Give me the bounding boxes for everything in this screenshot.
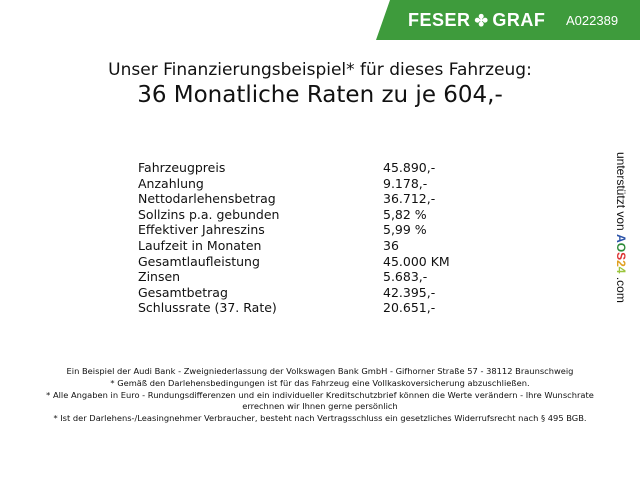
aos24-logo: AOS24 xyxy=(614,234,628,273)
row-value: 45.000 KM xyxy=(383,253,450,269)
row-label: Nettodarlehensbetrag xyxy=(138,191,276,207)
logo-s: S xyxy=(614,252,628,261)
row-label: Fahrzeugpreis xyxy=(138,160,226,175)
row-value: 9.178,- xyxy=(383,175,428,191)
row-value: 20.651,- xyxy=(383,300,436,316)
brand-name: FESER xyxy=(408,10,471,30)
logo-2: 2 xyxy=(614,260,628,267)
row-label: Gesamtlaufleistung xyxy=(138,253,260,269)
table-row: Sollzins p.a. gebunden 5,82 % xyxy=(138,207,450,223)
row-label: Laufzeit in Monaten xyxy=(138,237,262,253)
table-row: Effektiver Jahreszins 5,99 % xyxy=(138,222,450,238)
row-value: 36.712,- xyxy=(383,191,436,207)
clover-icon: ✤ xyxy=(474,13,489,30)
table-row: Anzahlung 9.178,- xyxy=(138,176,450,192)
logo-com: .com xyxy=(614,276,628,303)
row-value: 36 xyxy=(383,237,399,253)
supported-by-text: unterstützt von xyxy=(614,152,628,231)
row-value: 5.683,- xyxy=(383,269,428,285)
row-label: Effektiver Jahreszins xyxy=(138,222,265,238)
finance-table: Fahrzeugpreis 45.890,- Anzahlung 9.178,- Net… xyxy=(138,160,450,316)
table-row: Gesamtbetrag 42.395,- xyxy=(138,285,450,301)
table-row: Zinsen 5.683,- xyxy=(138,269,450,285)
footer-line: Ein Beispiel der Audi Bank - Zweignieder… xyxy=(66,366,574,376)
table-row: Nettodarlehensbetrag 36.712,- xyxy=(138,191,450,207)
row-label: Gesamtbetrag xyxy=(138,284,228,300)
row-value: 45.890,- xyxy=(383,160,436,175)
row-value: 42.395,- xyxy=(383,284,436,300)
table-row: Laufzeit in Monaten 36 xyxy=(138,238,450,254)
row-label: Zinsen xyxy=(138,269,181,285)
logo-o: O xyxy=(614,242,628,253)
row-label: Sollzins p.a. gebunden xyxy=(138,206,280,222)
footer-line: * Ist der Darlehens-/Leasingnehmer Verbr… xyxy=(53,412,587,423)
brand-banner xyxy=(376,0,640,40)
title-line2: 36 Monatliche Raten zu je 604,- xyxy=(137,82,503,108)
supported-by: unterstützt von AOS24 .com xyxy=(614,152,628,303)
row-value: 5,82 % xyxy=(383,206,427,222)
footer-line: * Gemäß den Darlehensbedingungen ist für… xyxy=(110,378,530,389)
table-row: Gesamtlaufleistung 45.000 KM xyxy=(138,254,450,270)
table-row: Schlussrate (37. Rate) 20.651,- xyxy=(138,300,450,316)
table-row: Fahrzeugpreis 45.890,- xyxy=(138,160,450,176)
title-line1: Unser Finanzierungsbeispiel* für dieses … xyxy=(108,60,532,80)
ad-code: A022389 xyxy=(566,13,619,28)
brand-name-2: GRAF xyxy=(492,10,546,30)
footer-line: * Alle Angaben in Euro - Rundungsdiffere… xyxy=(46,390,594,411)
footer-disclaimer: Ein Beispiel der Audi Bank - Zweignieder… xyxy=(30,366,610,425)
row-value: 5,99 % xyxy=(383,222,427,238)
logo-a: A xyxy=(614,234,628,243)
brand-logo: FESER ✤ GRAF xyxy=(408,10,545,31)
row-label: Schlussrate (37. Rate) xyxy=(138,300,277,316)
logo-4: 4 xyxy=(614,266,628,274)
row-label: Anzahlung xyxy=(138,175,204,191)
